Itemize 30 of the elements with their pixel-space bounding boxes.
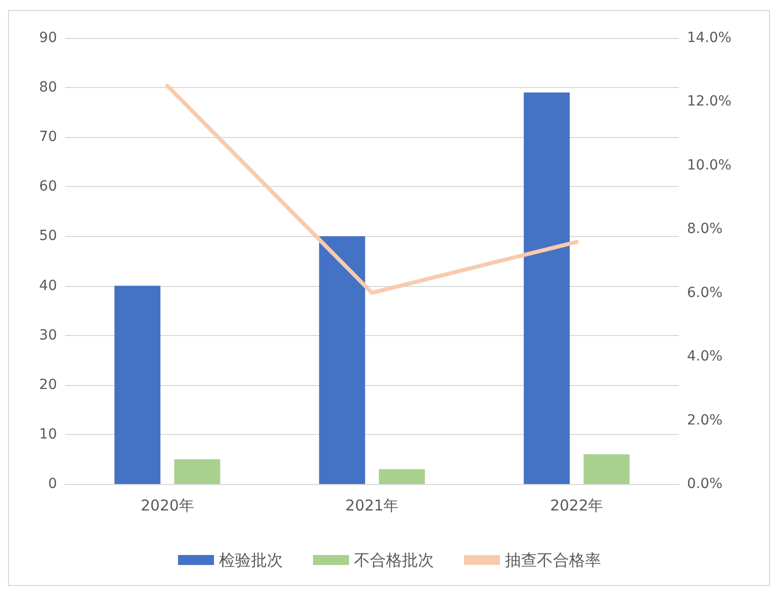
legend-label: 不合格批次 bbox=[354, 550, 434, 570]
y-tick-label: 10 bbox=[39, 426, 57, 442]
y-tick-label: 70 bbox=[39, 129, 57, 146]
y-tick-label: 40 bbox=[39, 278, 57, 294]
bar bbox=[319, 236, 366, 484]
y-tick-label: 80 bbox=[39, 80, 57, 96]
bar bbox=[378, 469, 425, 484]
y-tick-label: 50 bbox=[39, 228, 57, 244]
y-tick-label: 0 bbox=[48, 476, 57, 492]
y2-tick-label: 0.0% bbox=[687, 476, 723, 492]
y-tick-label: 30 bbox=[39, 327, 57, 344]
legend-label: 检验批次 bbox=[219, 550, 283, 570]
bar bbox=[524, 92, 570, 484]
y2-tick-label: 6.0% bbox=[687, 284, 723, 301]
y-tick-label: 90 bbox=[39, 30, 57, 46]
y-tick-label: 20 bbox=[39, 376, 57, 393]
x-tick-label: 2020年 bbox=[140, 496, 194, 514]
x-tick-label: 2021年 bbox=[345, 496, 399, 514]
y2-tick-label: 14.0% bbox=[687, 30, 732, 46]
y2-tick-label: 8.0% bbox=[687, 221, 723, 238]
bar bbox=[114, 286, 160, 484]
bar bbox=[584, 454, 630, 484]
y-tick-label: 60 bbox=[39, 178, 57, 195]
y2-tick-label: 10.0% bbox=[687, 157, 732, 174]
bar bbox=[174, 459, 220, 484]
legend-label: 抽查不合格率 bbox=[505, 550, 601, 570]
y2-tick-label: 4.0% bbox=[687, 348, 723, 365]
x-tick-label: 2022年 bbox=[550, 496, 604, 514]
y2-tick-label: 12.0% bbox=[687, 94, 732, 110]
y2-tick-label: 2.0% bbox=[687, 412, 723, 428]
